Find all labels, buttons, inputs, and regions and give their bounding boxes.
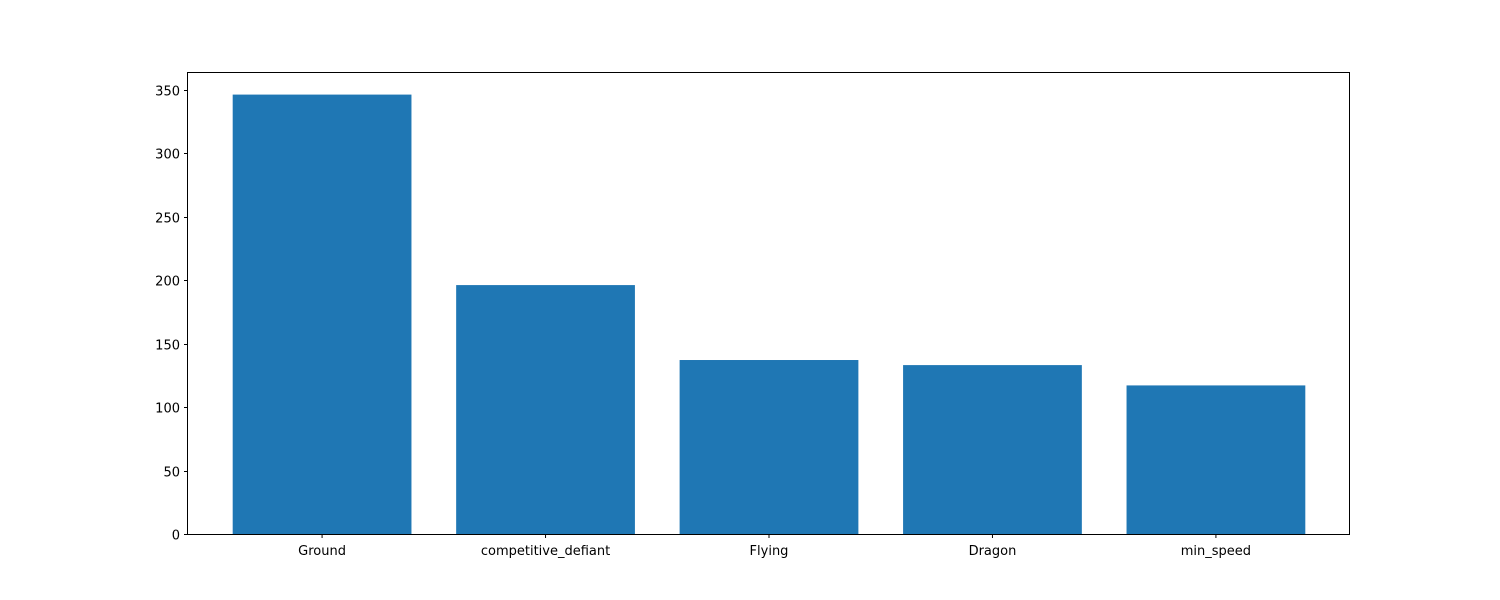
bar-competitive_defiant xyxy=(456,285,635,534)
y-tick-label: 50 xyxy=(163,466,180,481)
plot-frame xyxy=(187,72,1350,535)
y-axis: 0 50 100 150 200 250 300 350 xyxy=(155,85,188,544)
y-tick-label: 0 xyxy=(172,529,180,544)
x-tick-label: Dragon xyxy=(969,544,1017,559)
y-tick-label: 200 xyxy=(155,275,180,290)
x-tick-label: min_speed xyxy=(1181,544,1251,559)
y-tick-label: 100 xyxy=(155,402,180,417)
y-tick-label: 250 xyxy=(155,212,180,227)
bar-Dragon xyxy=(903,365,1082,534)
y-tick-label: 350 xyxy=(155,85,180,100)
x-tick-label: Flying xyxy=(750,544,789,559)
bars-group xyxy=(232,94,1306,534)
bar-Flying xyxy=(679,360,859,534)
x-tick-label: Ground xyxy=(298,544,346,559)
x-tick-label: competitive_defiant xyxy=(481,544,610,559)
y-tick-label: 300 xyxy=(155,148,180,163)
bar-Ground xyxy=(232,94,412,534)
bar-min_speed xyxy=(1126,385,1306,534)
y-tick-label: 150 xyxy=(155,339,180,354)
x-axis: Ground competitive_defiant Flying Dragon min… xyxy=(298,534,1251,559)
